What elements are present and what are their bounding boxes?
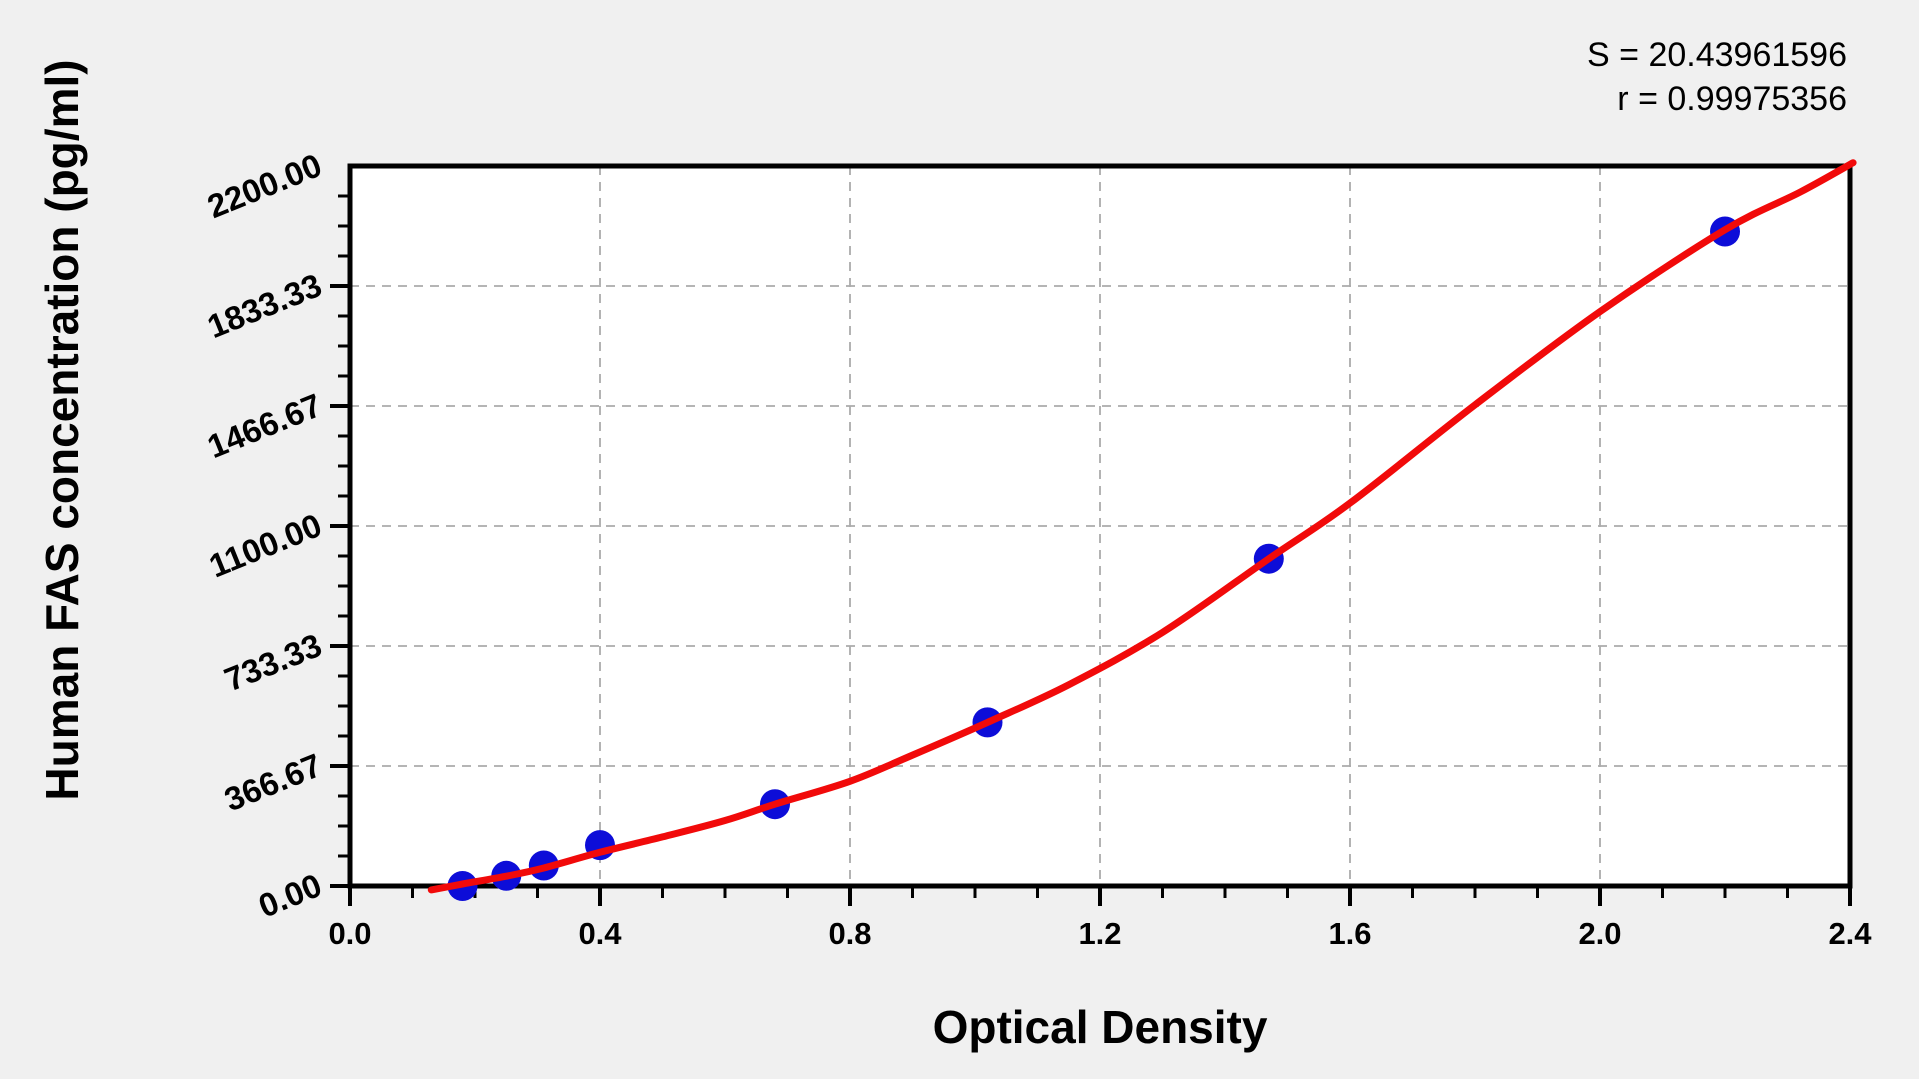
x-tick-label: 0.4 xyxy=(578,916,622,951)
y-tick-label: 366.67 xyxy=(219,746,326,818)
y-tick-label: 0.00 xyxy=(253,866,326,924)
y-tick-label: 733.33 xyxy=(219,626,326,698)
y-tick-label: 1833.33 xyxy=(202,266,326,345)
y-tick-label: 1466.67 xyxy=(202,386,326,465)
x-tick-label: 2.0 xyxy=(1578,916,1621,951)
x-tick-label: 2.4 xyxy=(1828,916,1872,951)
s-value-annotation: S = 20.43961596 xyxy=(1587,36,1847,74)
y-tick-label: 2200.00 xyxy=(202,146,326,225)
y-tick-label: 1100.00 xyxy=(204,506,327,584)
plot-frame xyxy=(347,163,1853,889)
x-tick-label: 1.6 xyxy=(1328,916,1371,951)
x-tick-label: 1.2 xyxy=(1078,916,1121,951)
x-tick-label: 0.8 xyxy=(828,916,871,951)
x-axis-title: Optical Density xyxy=(932,1001,1268,1053)
fitted-curve-line xyxy=(427,159,1857,894)
r-value-annotation: r = 0.99975356 xyxy=(1617,80,1847,118)
x-tick-label: 0.0 xyxy=(328,916,371,951)
